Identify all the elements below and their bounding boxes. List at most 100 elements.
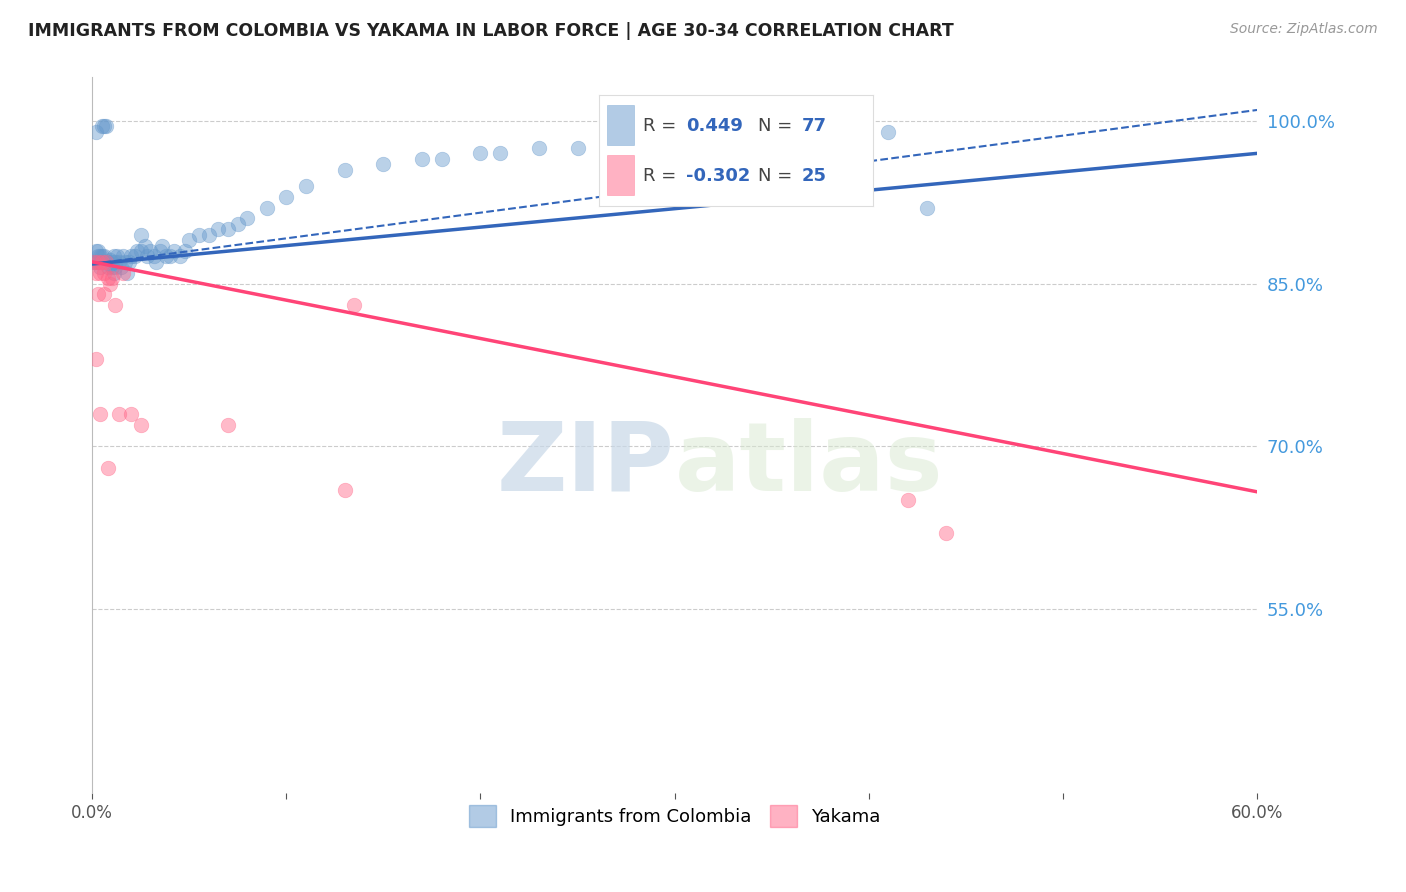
Point [93,120,115,134]
Point [83,255,105,269]
Point [897,493,920,508]
Point [741,130,763,145]
Point [84,244,107,258]
Point [110,260,132,275]
Point [877,125,900,139]
Point [143,249,166,263]
Text: ZIP: ZIP [496,417,675,510]
Point [188,227,211,242]
Point [217,222,239,236]
Point [89,260,111,275]
Point [90,249,112,263]
Point [94,120,117,134]
Point [838,125,860,139]
Point [89,407,111,421]
Point [149,244,172,258]
Point [103,266,125,280]
Point [100,271,122,285]
Point [97,260,120,275]
Point [125,244,148,258]
Point [93,287,115,301]
Point [174,244,197,258]
Point [129,244,152,258]
Point [87,255,110,269]
Point [93,255,115,269]
Point [89,255,111,269]
Point [207,222,229,236]
Point [567,141,589,155]
Point [236,211,259,226]
Point [470,146,492,161]
Point [145,255,167,269]
Point [90,120,112,134]
Point [98,252,121,267]
Text: atlas: atlas [675,417,943,510]
Point [89,266,111,280]
Point [93,249,115,263]
Point [100,255,122,269]
Point [256,201,278,215]
Point [163,244,186,258]
Point [90,255,112,269]
Point [624,141,647,155]
Point [120,249,142,263]
Point [135,249,157,263]
Point [84,125,107,139]
Point [98,257,121,271]
Point [112,249,135,263]
Point [373,157,395,171]
Point [98,277,121,291]
Point [90,255,112,269]
Point [104,260,127,275]
Point [87,287,110,301]
Legend: Immigrants from Colombia, Yakama: Immigrants from Colombia, Yakama [461,798,887,834]
Point [83,255,105,269]
Point [935,526,957,541]
Point [139,244,162,258]
Point [150,238,173,252]
Text: IMMIGRANTS FROM COLOMBIA VS YAKAMA IN LABOR FORCE | AGE 30-34 CORRELATION CHART: IMMIGRANTS FROM COLOMBIA VS YAKAMA IN LA… [28,22,953,40]
Point [114,255,136,269]
Point [94,255,117,269]
Point [115,266,138,280]
Point [107,249,129,263]
Point [108,407,131,421]
Point [97,255,120,269]
Point [84,266,107,280]
Point [84,352,107,367]
Point [108,255,131,269]
Point [527,141,550,155]
Point [333,483,356,497]
Point [430,152,453,166]
Point [103,249,125,263]
Point [780,130,803,145]
Point [120,407,142,421]
Point [159,249,181,263]
Point [124,249,146,263]
Point [702,130,724,145]
Point [134,238,156,252]
Point [411,152,433,166]
Point [343,298,366,312]
Point [104,255,127,269]
Point [129,417,152,432]
Point [333,162,356,177]
Point [87,244,110,258]
Point [87,249,110,263]
Point [489,146,512,161]
Point [664,136,686,150]
Point [93,266,115,280]
Point [915,201,938,215]
Point [100,260,122,275]
Point [118,255,141,269]
Point [169,249,191,263]
Point [179,233,201,247]
Point [87,255,110,269]
Point [129,227,152,242]
Text: Source: ZipAtlas.com: Source: ZipAtlas.com [1230,22,1378,37]
Point [112,266,135,280]
Point [226,217,249,231]
Point [104,298,127,312]
Point [97,461,120,475]
Point [94,255,117,269]
